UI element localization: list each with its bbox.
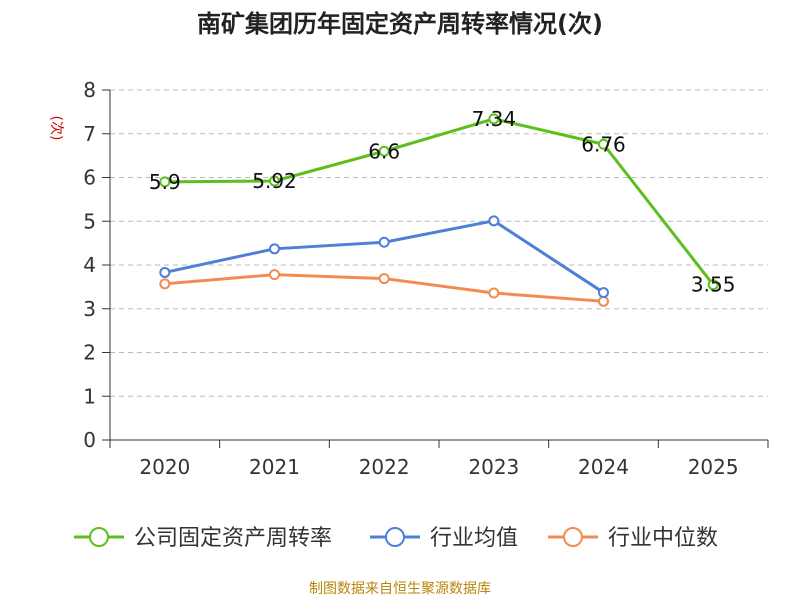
y-tick-label: 1 bbox=[83, 384, 96, 408]
y-tick-label: 8 bbox=[83, 78, 96, 102]
data-point bbox=[598, 287, 609, 299]
data-point bbox=[159, 176, 171, 188]
data-label: 6.76 bbox=[581, 132, 626, 156]
x-tick-label: 2021 bbox=[249, 455, 300, 479]
source-note: 制图数据来自恒生聚源数据库 bbox=[309, 581, 491, 597]
data-point bbox=[269, 175, 280, 187]
y-tick-label: 5 bbox=[83, 209, 96, 233]
series-line bbox=[164, 117, 715, 286]
data-point bbox=[378, 273, 390, 285]
legend-label: 行业中位数 bbox=[608, 526, 718, 551]
data-label: 5.9 bbox=[149, 170, 181, 194]
y-tick-label: 0 bbox=[83, 428, 96, 452]
legend-label: 行业均值 bbox=[430, 526, 518, 551]
data-point bbox=[707, 279, 719, 291]
chart-title: 南矿集团历年固定资产周转率情况(次) bbox=[197, 10, 603, 38]
data-point bbox=[598, 295, 609, 307]
data-label: 7.34 bbox=[472, 107, 517, 131]
data-point bbox=[488, 215, 500, 227]
y-tick-label: 6 bbox=[83, 166, 96, 190]
legend-label: 公司固定资产周转率 bbox=[134, 526, 332, 551]
data-point bbox=[378, 145, 390, 157]
y-tick-label: 4 bbox=[83, 253, 96, 277]
data-label: 6.6 bbox=[368, 139, 400, 163]
y-axis-label: (次) bbox=[48, 116, 64, 141]
data-point bbox=[159, 278, 171, 290]
y-tick-label: 3 bbox=[83, 297, 96, 321]
y-tick-label: 2 bbox=[83, 341, 96, 365]
x-tick-label: 2025 bbox=[688, 455, 739, 479]
data-point bbox=[269, 243, 280, 255]
x-tick-label: 2024 bbox=[578, 455, 629, 479]
x-tick-label: 2020 bbox=[139, 455, 190, 479]
legend-marker bbox=[563, 527, 583, 547]
legend-marker bbox=[89, 527, 109, 547]
data-point bbox=[488, 287, 500, 299]
data-label: 3.55 bbox=[691, 273, 736, 297]
x-tick-label: 2022 bbox=[359, 455, 410, 479]
y-tick-label: 7 bbox=[83, 122, 96, 146]
data-point bbox=[598, 138, 609, 150]
data-point bbox=[378, 236, 390, 248]
x-tick-label: 2023 bbox=[468, 455, 519, 479]
data-point bbox=[488, 113, 500, 125]
data-point bbox=[269, 269, 280, 281]
data-label: 5.92 bbox=[252, 169, 297, 193]
legend-marker bbox=[385, 527, 405, 547]
data-point bbox=[159, 266, 171, 278]
